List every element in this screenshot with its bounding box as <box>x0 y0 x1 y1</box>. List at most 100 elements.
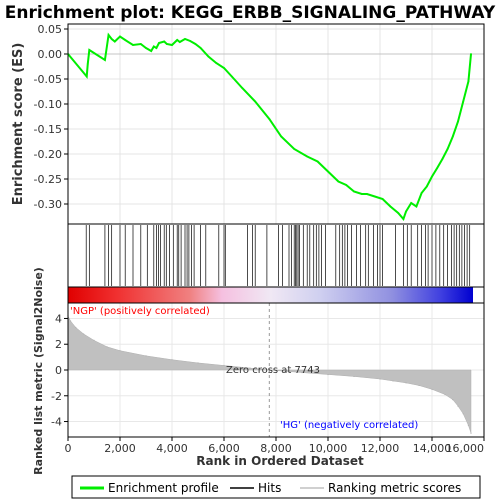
chart-title: Enrichment plot: KEGG_ERBB_SIGNALING_PAT… <box>5 3 496 23</box>
enrichment-profile-point <box>152 45 155 48</box>
metric-y-tick-label: -4 <box>51 416 62 429</box>
ranking-metric-point <box>462 413 464 415</box>
enrichment-profile-point <box>436 167 439 169</box>
enrichment-profile-point <box>389 205 392 208</box>
es-y-tick-label: -0.25 <box>34 173 62 186</box>
enrichment-profile-point <box>132 44 134 46</box>
enrichment-profile-point <box>184 38 186 40</box>
es-y-ticks: 0.05 0.00 -0.05 -0.10 -0.15 -0.20 -0.25 -0.30 <box>34 23 68 211</box>
enrichment-profile-point <box>85 75 88 78</box>
ranking-color-bar <box>68 287 473 303</box>
ranking-metric-point <box>392 380 394 382</box>
enrichment-profile-point <box>415 205 418 208</box>
enrichment-profile-point <box>139 43 142 45</box>
enrichment-profile-point <box>110 38 113 40</box>
x-tick-label: 16,000 <box>446 442 485 455</box>
ranking-metric-point <box>301 371 303 374</box>
es-y-tick-label: -0.05 <box>34 73 62 86</box>
ranking-metric-area <box>67 315 472 434</box>
x-tick-label: 0 <box>65 442 72 455</box>
enrichment-profile-point <box>420 192 423 194</box>
es-y-tick-label: -0.30 <box>34 198 62 211</box>
ranking-metric-point <box>470 432 472 434</box>
enrichment-profile-point <box>178 41 181 43</box>
enrichment-profile-point <box>155 47 158 49</box>
ranking-metric-point <box>75 326 77 329</box>
enrichment-profile-point <box>171 44 173 46</box>
ranking-metric-point <box>452 399 454 401</box>
enrichment-profile-point <box>431 175 433 178</box>
enrichment-profile-point <box>124 39 127 41</box>
ranking-metric-point <box>457 405 459 407</box>
ranking-metric-point <box>171 359 173 361</box>
x-tick-label: 8,000 <box>260 442 292 455</box>
metric-y-tick-label: 2 <box>55 338 62 351</box>
ranking-metric-point <box>83 333 85 335</box>
enrichment-profile-point <box>446 148 449 150</box>
hit-marks <box>85 225 471 286</box>
x-axis-ticks: 0 2,000 4,000 6,000 8,000 10,000 12,000 14,0001… <box>65 437 485 455</box>
ranking-metric-point <box>249 367 251 369</box>
enrichment-profile-point <box>360 193 363 195</box>
es-y-tick-label: -0.20 <box>34 148 62 161</box>
legend: Enrichment profile Hits Ranking metric s… <box>71 475 481 499</box>
enrichment-profile-point <box>268 118 271 120</box>
enrichment-profile-point <box>158 42 160 44</box>
enrichment-profile-point <box>189 40 192 42</box>
x-tick-label: 6,000 <box>208 442 240 455</box>
enrichment-profile-point <box>457 120 459 123</box>
enrichment-profile-point <box>366 193 368 195</box>
enrichment-profile-point <box>327 170 329 173</box>
enrichment-profile-point <box>337 180 340 183</box>
enrichment-profile-point <box>410 202 413 204</box>
enrichment-profile-point <box>254 100 257 103</box>
ranking-metric-point <box>418 384 420 387</box>
metric-y-ticks: 4 2 0 -2 -4 <box>51 312 68 429</box>
ranking-metric-point <box>431 388 433 390</box>
enrichment-profile-point <box>86 63 89 65</box>
x-tick-label: 12,000 <box>361 442 400 455</box>
ranking-metric-point <box>106 346 108 348</box>
hg-label: 'HG' (negatively correlated) <box>280 420 418 431</box>
ranking-metric-point <box>119 350 121 352</box>
enrichment-profile-point <box>345 184 348 186</box>
ranking-metric-point <box>145 355 147 357</box>
enrichment-profile-point <box>397 212 400 214</box>
enrichment-profile-point <box>316 160 319 163</box>
enrichment-profile-point <box>107 34 110 36</box>
ngp-label: 'NGP' (positively correlated) <box>70 306 210 317</box>
enrichment-profile-point <box>150 50 153 52</box>
enrichment-profile-point <box>194 43 197 45</box>
enrichment-profile-point <box>119 35 121 38</box>
ranking-metric-point <box>327 373 329 376</box>
ranking-metric-point <box>93 339 95 341</box>
enrichment-profile-point <box>467 80 470 83</box>
ranking-metric-point <box>353 375 355 378</box>
enrichment-profile-point <box>462 100 465 103</box>
enrichment-profile-point <box>381 198 384 200</box>
enrichment-profile-point <box>163 40 166 43</box>
x-tick-label: 4,000 <box>156 442 188 455</box>
enrichment-profile-point <box>207 55 210 58</box>
legend-label-hits: Hits <box>258 481 281 495</box>
x-axis-label: Rank in Ordered Dataset <box>196 454 364 468</box>
ranking-metric-point <box>70 320 72 322</box>
legend-label-enrichment: Enrichment profile <box>108 481 219 495</box>
enrichment-profile-point <box>373 195 376 198</box>
es-y-tick-label: -0.10 <box>34 98 62 111</box>
enrichment-profile-point <box>405 210 407 213</box>
enrichment-profile-point <box>451 135 454 138</box>
es-y-tick-label: 0.05 <box>38 23 63 36</box>
metric-y-tick-label: -2 <box>51 390 62 403</box>
metric-y-axis-label: Ranked list metric (Signal2Noise) <box>32 267 45 475</box>
enrichment-profile-point <box>353 190 355 193</box>
ranking-metric-point <box>467 424 469 427</box>
ranking-metric-point <box>379 378 381 380</box>
enrichment-profile-point <box>280 135 283 138</box>
es-y-axis-label: Enrichment score (ES) <box>11 43 26 206</box>
ranking-metric-point <box>197 362 199 364</box>
es-y-tick-label: 0.00 <box>38 48 63 61</box>
enrichment-profile-point <box>293 148 296 150</box>
enrichment-profile-point <box>402 218 405 220</box>
